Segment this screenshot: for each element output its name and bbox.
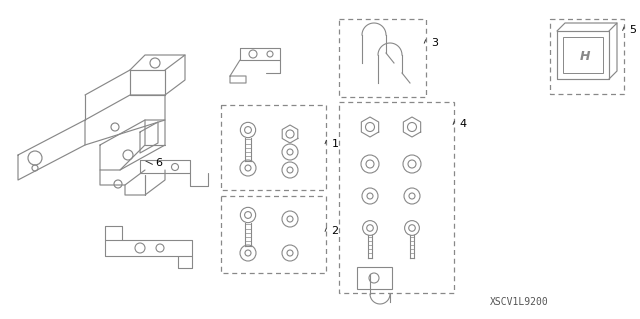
Bar: [563, 37, 603, 73]
Text: XSCV1L9200: XSCV1L9200: [490, 297, 548, 307]
Bar: [357, 267, 392, 289]
Text: H: H: [580, 50, 590, 63]
Text: 2: 2: [332, 226, 339, 236]
Bar: [221, 196, 326, 273]
Text: 1: 1: [332, 138, 339, 149]
Bar: [221, 105, 326, 190]
Bar: [339, 102, 454, 293]
Text: 3: 3: [431, 38, 438, 48]
Text: 5: 5: [629, 25, 636, 35]
Bar: [550, 19, 624, 94]
Text: 6: 6: [155, 158, 162, 168]
Bar: [339, 19, 426, 97]
Text: 4: 4: [460, 119, 467, 130]
